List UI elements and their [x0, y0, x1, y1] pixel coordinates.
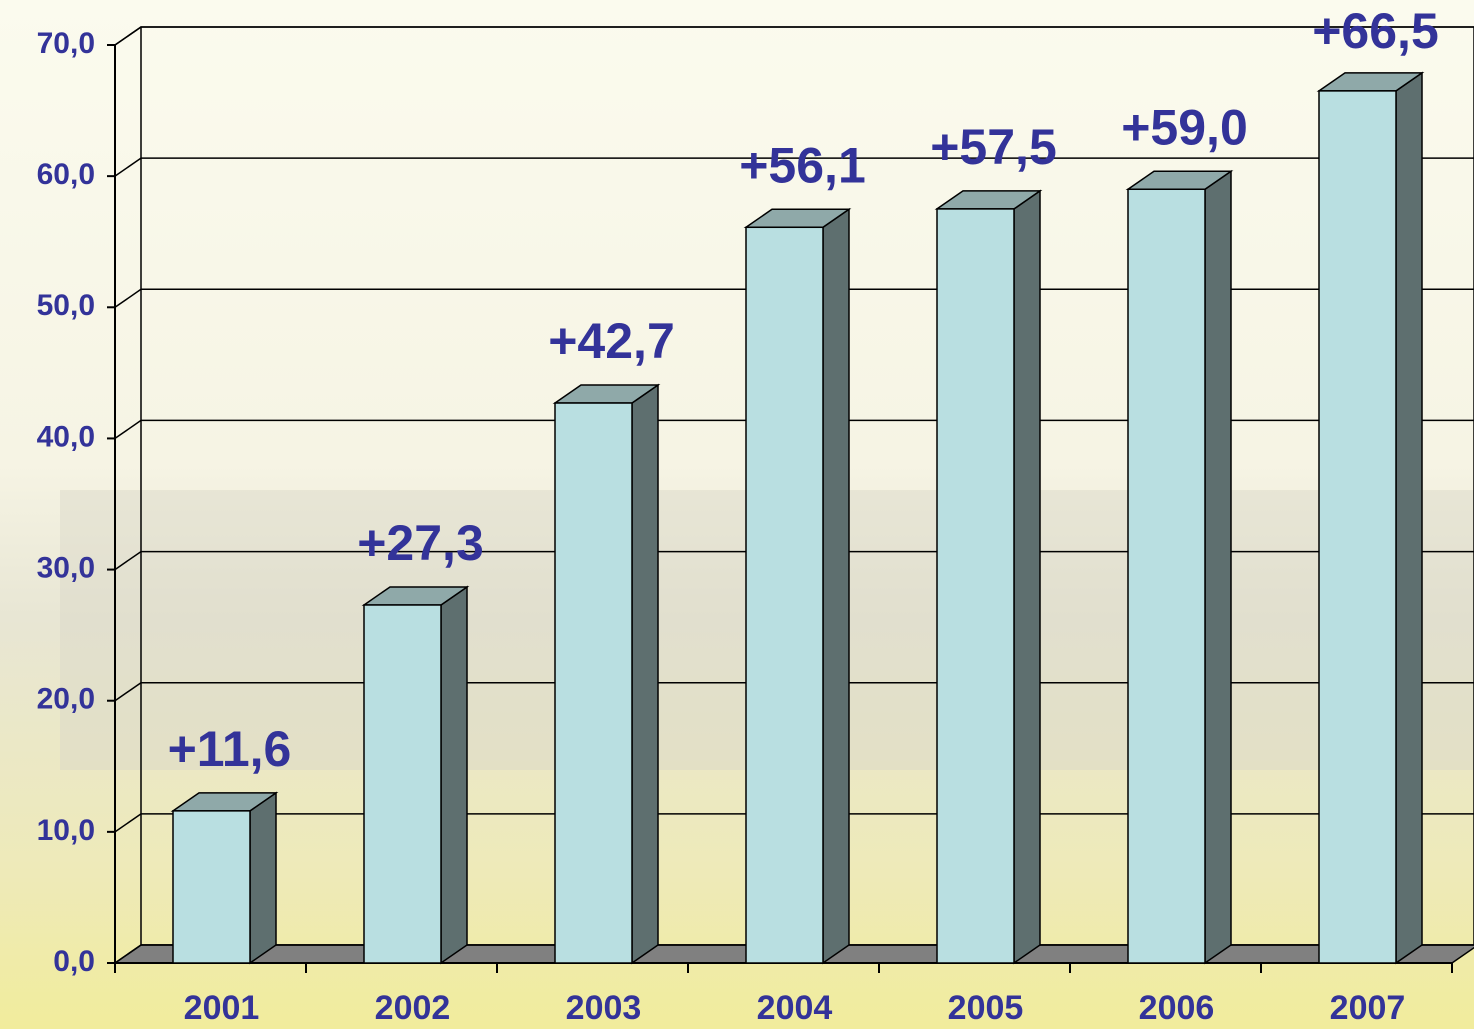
grid-line-side — [115, 27, 141, 45]
bar-side — [632, 385, 658, 963]
chart: 0,0 10,0 20,0 30,0 40,0 50,0 60,0 70,0 2001 +11,6… — [0, 0, 1474, 1029]
bar-side — [1014, 191, 1040, 963]
x-tick-label: 2001 — [184, 989, 260, 1027]
value-label: +42,7 — [548, 313, 675, 369]
x-tick-label: 2005 — [948, 989, 1024, 1027]
bar — [364, 605, 441, 963]
bar — [746, 227, 823, 963]
value-label: +27,3 — [357, 515, 484, 571]
bar — [1128, 189, 1205, 963]
value-label: +57,5 — [930, 119, 1057, 175]
x-tick-label: 2007 — [1330, 989, 1406, 1027]
y-tick-label: 70,0 — [37, 27, 95, 60]
grid-line-side — [115, 158, 141, 176]
bar — [173, 811, 250, 963]
x-tick-label: 2006 — [1139, 989, 1215, 1027]
grid-line-side — [115, 420, 141, 438]
bar-side — [250, 793, 276, 963]
bar-side — [1396, 73, 1422, 963]
grid-line-side — [115, 814, 141, 832]
grid-line-side — [115, 289, 141, 307]
value-label: +66,5 — [1312, 3, 1439, 59]
bar-side — [441, 587, 467, 963]
bar — [937, 209, 1014, 963]
value-label: +11,6 — [168, 721, 292, 777]
y-tick-label: 0,0 — [53, 945, 95, 978]
bar-side — [823, 209, 849, 963]
y-tick-label: 40,0 — [37, 420, 95, 453]
x-tick-label: 2002 — [375, 989, 451, 1027]
y-tick-label: 60,0 — [37, 158, 95, 191]
value-label: +56,1 — [739, 137, 866, 193]
bar — [555, 403, 632, 963]
y-tick-label: 50,0 — [37, 289, 95, 322]
x-tick-label: 2003 — [566, 989, 642, 1027]
y-tick-label: 20,0 — [37, 683, 95, 716]
x-tick-label: 2004 — [757, 989, 833, 1027]
bar — [1319, 91, 1396, 963]
value-label: +59,0 — [1121, 99, 1248, 155]
bar-side — [1205, 171, 1231, 963]
y-tick-label: 10,0 — [37, 814, 95, 847]
y-tick-label: 30,0 — [37, 551, 95, 584]
